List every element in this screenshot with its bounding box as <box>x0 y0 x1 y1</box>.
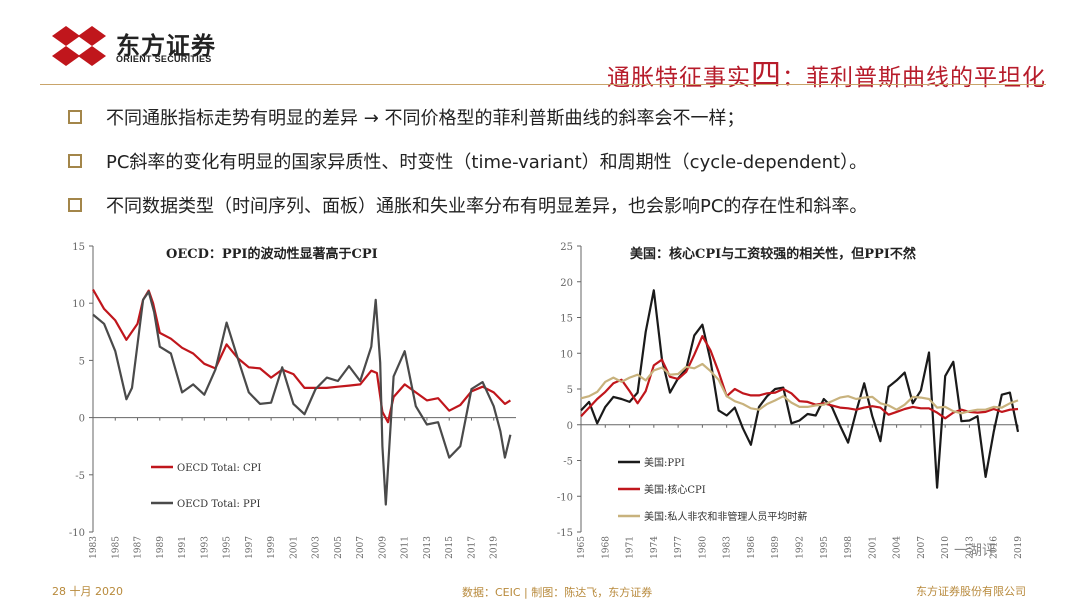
bullet-box-icon <box>68 154 82 168</box>
chart-title: OECD：PPI的波动性显著高于CPI <box>166 246 378 262</box>
x-tick-label: 2010 <box>941 536 951 559</box>
legend-label: OECD Total: PPI <box>177 499 260 510</box>
company-logo: 东方证券 ORIENT SECURITIES <box>52 24 252 68</box>
chart-title: 美国：核心CPI与工资较强的相关性，但PPI不然 <box>630 246 916 262</box>
header-divider <box>40 84 1046 85</box>
footer-source: 数据：CEIC | 制图：陈达飞，东方证券 <box>462 586 653 599</box>
x-tick-label: 2013 <box>965 536 975 559</box>
x-tick-label: 2016 <box>990 536 1000 559</box>
brand-name-en: ORIENT SECURITIES <box>116 54 212 64</box>
series-line <box>580 334 1019 420</box>
x-tick-label: 1997 <box>245 536 255 559</box>
x-tick-label: 1987 <box>134 536 144 559</box>
x-tick-label: 1995 <box>820 536 830 559</box>
bullet-item: 不同数据类型（时间序列、面板）通胀和失业率分布有明显差异，也会影响PC的存在性和… <box>68 183 1058 227</box>
legend-label: OECD Total: CPI <box>177 463 261 474</box>
bullet-box-icon <box>68 198 82 212</box>
x-tick-label: 1980 <box>698 536 708 559</box>
legend-label: 美国:PPI <box>644 456 685 469</box>
x-tick-label: 1998 <box>844 536 854 559</box>
x-tick-label: 2007 <box>917 536 927 559</box>
series-line <box>580 289 1020 489</box>
y-tick-label: 10 <box>72 299 85 310</box>
y-tick-label: 0 <box>79 414 85 425</box>
series-line <box>92 288 511 424</box>
watermark: 一湖评 <box>954 543 996 559</box>
x-tick-label: 2004 <box>893 536 903 559</box>
footer-company: 东方证券股份有限公司 <box>916 585 1026 598</box>
x-tick-label: 2017 <box>467 536 477 559</box>
x-tick-label: 2011 <box>401 536 411 559</box>
series-line <box>580 362 1019 415</box>
x-tick-label: 2019 <box>490 536 500 559</box>
x-tick-label: 1986 <box>747 536 757 559</box>
bullet-item: 不同通胀指标走势有明显的差异 → 不同价格型的菲利普斯曲线的斜率会不一样； <box>68 95 1058 139</box>
y-tick-label: 5 <box>79 356 85 367</box>
oecd-chart: -10 -5 0 5 10 15 1983 1985 1987 1989 1991 1993 1995 1… <box>69 242 516 559</box>
x-tick-label: 1974 <box>650 536 660 559</box>
y-tick-label: -10 <box>69 528 85 539</box>
x-tick-label: 1993 <box>200 536 210 559</box>
title-suffix: ：菲利普斯曲线的平坦化 <box>782 65 1046 91</box>
title-prefix: 通胀特征事实 <box>607 65 751 91</box>
x-tick-label: 2001 <box>289 536 299 559</box>
legend-label: 美国:核心CPI <box>644 483 706 496</box>
page-title: 通胀特征事实四：菲利普斯曲线的平坦化 <box>607 50 1046 94</box>
y-tick-label: -5 <box>75 471 85 482</box>
x-tick-label: 2001 <box>868 536 878 559</box>
y-tick-label: 15 <box>72 242 85 253</box>
x-tick-label: 1968 <box>601 536 611 559</box>
legend-label: 美国:私人非农和非管理人员平均时薪 <box>644 510 807 523</box>
bullet-item: PC斜率的变化有明显的国家异质性、时变性（time-variant）和周期性（c… <box>68 139 1058 183</box>
y-tick-label: 5 <box>567 385 573 396</box>
x-tick-label: 1985 <box>111 536 121 559</box>
x-tick-label: 2015 <box>445 536 455 559</box>
bullet-text: 不同通胀指标走势有明显的差异 → 不同价格型的菲利普斯曲线的斜率会不一样； <box>106 108 745 129</box>
x-tick-label: 1991 <box>178 536 188 559</box>
x-tick-label: 1983 <box>89 536 99 559</box>
y-tick-label: 10 <box>560 349 573 360</box>
y-tick-label: -10 <box>557 492 573 503</box>
bullet-list: 不同通胀指标走势有明显的差异 → 不同价格型的菲利普斯曲线的斜率会不一样； PC… <box>68 95 1058 227</box>
footer-date: 28 十月 2020 <box>52 585 123 598</box>
x-tick-label: 1977 <box>674 536 684 559</box>
x-tick-label: 1992 <box>796 536 806 559</box>
x-tick-label: 2009 <box>378 536 388 559</box>
y-tick-label: -15 <box>557 528 573 539</box>
title-number: 四 <box>751 58 782 93</box>
bullet-text: 不同数据类型（时间序列、面板）通胀和失业率分布有明显差异，也会影响PC的存在性和… <box>106 196 868 217</box>
logo-mark-icon <box>52 26 106 66</box>
x-tick-label: 1989 <box>156 536 166 559</box>
bullet-box-icon <box>68 110 82 124</box>
x-tick-label: 1983 <box>723 536 733 559</box>
y-tick-label: 20 <box>560 278 573 289</box>
x-tick-label: 1965 <box>577 536 587 559</box>
y-tick-label: 15 <box>560 314 573 325</box>
y-tick-label: -5 <box>563 457 573 468</box>
x-tick-label: 1971 <box>626 536 636 559</box>
x-tick-label: 2019 <box>1014 536 1024 559</box>
us-chart: -15 -10 -5 0 5 10 15 20 25 1965 1968 1971 1974 1977 19… <box>557 242 1024 559</box>
brand-name-cn: 东方证券 <box>116 32 216 60</box>
x-tick-label: 2003 <box>312 536 322 559</box>
x-tick-label: 2007 <box>356 536 366 559</box>
x-tick-label: 1989 <box>771 536 781 559</box>
series-line <box>92 290 512 506</box>
x-tick-label: 2013 <box>423 536 433 559</box>
y-tick-label: 0 <box>567 421 573 432</box>
y-tick-label: 25 <box>560 242 573 253</box>
x-tick-label: 1999 <box>267 536 277 559</box>
x-tick-label: 1995 <box>223 536 233 559</box>
bullet-text: PC斜率的变化有明显的国家异质性、时变性（time-variant）和周期性（c… <box>106 152 868 173</box>
x-tick-label: 2005 <box>334 536 344 559</box>
